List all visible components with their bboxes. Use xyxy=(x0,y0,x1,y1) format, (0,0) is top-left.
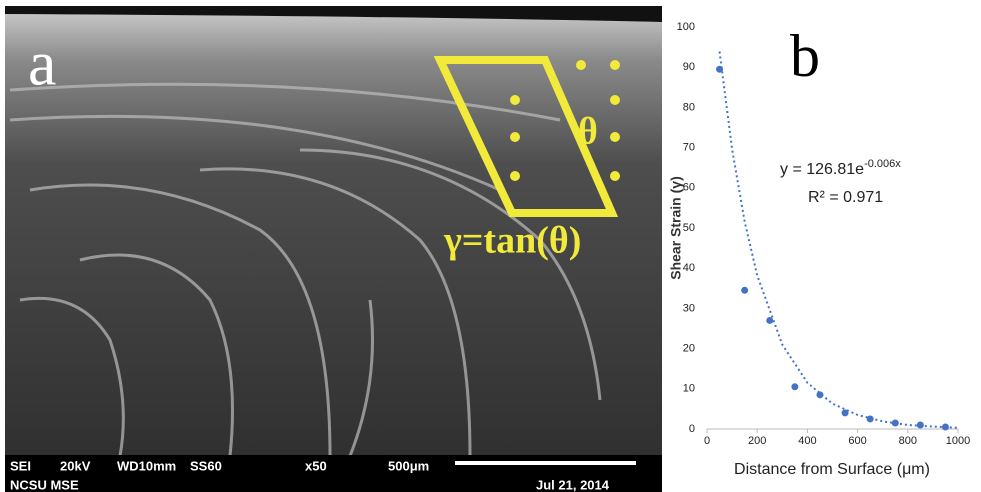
info-text: 500μm xyxy=(388,458,429,473)
r-squared: R² = 0.971 xyxy=(808,189,883,206)
info-text: NCSU MSE xyxy=(10,477,79,492)
y-tick-label: 10 xyxy=(683,383,695,395)
data-point xyxy=(791,383,798,390)
x-axis-label: Distance from Surface (μm) xyxy=(734,461,930,478)
data-point xyxy=(942,423,949,430)
x-tick-label: 1000 xyxy=(946,435,970,447)
equation-exponent: -0.006x xyxy=(864,158,901,170)
angle-symbol: θ xyxy=(578,111,598,153)
data-point xyxy=(917,421,924,428)
y-tick-label: 0 xyxy=(689,423,695,435)
data-point xyxy=(766,317,773,324)
x-tick-label: 200 xyxy=(748,435,766,447)
y-tick-label: 20 xyxy=(683,343,695,355)
info-text: Jul 21, 2014 xyxy=(536,477,610,492)
y-tick-label: 30 xyxy=(683,302,695,314)
data-point xyxy=(741,287,748,294)
data-point xyxy=(716,66,723,73)
info-text: WD10mm xyxy=(117,458,176,473)
y-tick-label: 100 xyxy=(677,21,695,33)
y-tick-label: 80 xyxy=(683,101,695,113)
y-tick-label: 50 xyxy=(683,222,695,234)
y-tick-label: 90 xyxy=(683,61,695,73)
equation-base: y = 126.81e xyxy=(780,161,864,178)
info-text: SS60 xyxy=(190,458,222,473)
data-point xyxy=(842,409,849,416)
x-tick-label: 800 xyxy=(899,435,917,447)
formula: γ=tan(θ) xyxy=(443,220,581,262)
info-text: SEI xyxy=(10,458,31,473)
x-tick-label: 400 xyxy=(798,435,816,447)
y-axis-label: Shear Strain (γ) xyxy=(668,176,684,279)
x-tick-label: 0 xyxy=(704,435,710,447)
data-point xyxy=(892,419,899,426)
x-tick-label: 600 xyxy=(848,435,866,447)
info-text: 20kV xyxy=(60,458,91,473)
data-point xyxy=(816,391,823,398)
panel-label: a xyxy=(28,28,56,99)
y-tick-label: 70 xyxy=(683,142,695,154)
data-point xyxy=(867,415,874,422)
info-text: x50 xyxy=(305,458,327,473)
figure: a θ γ=tan(θ) SEI 20kV WD10mm SS60 x50 50… xyxy=(0,0,981,492)
y-tick-label: 40 xyxy=(683,262,695,274)
trendline xyxy=(720,52,958,428)
panel-label: b xyxy=(790,23,820,89)
y-tick-label: 60 xyxy=(683,182,695,194)
equation: y = 126.81e-0.006x xyxy=(780,158,901,178)
